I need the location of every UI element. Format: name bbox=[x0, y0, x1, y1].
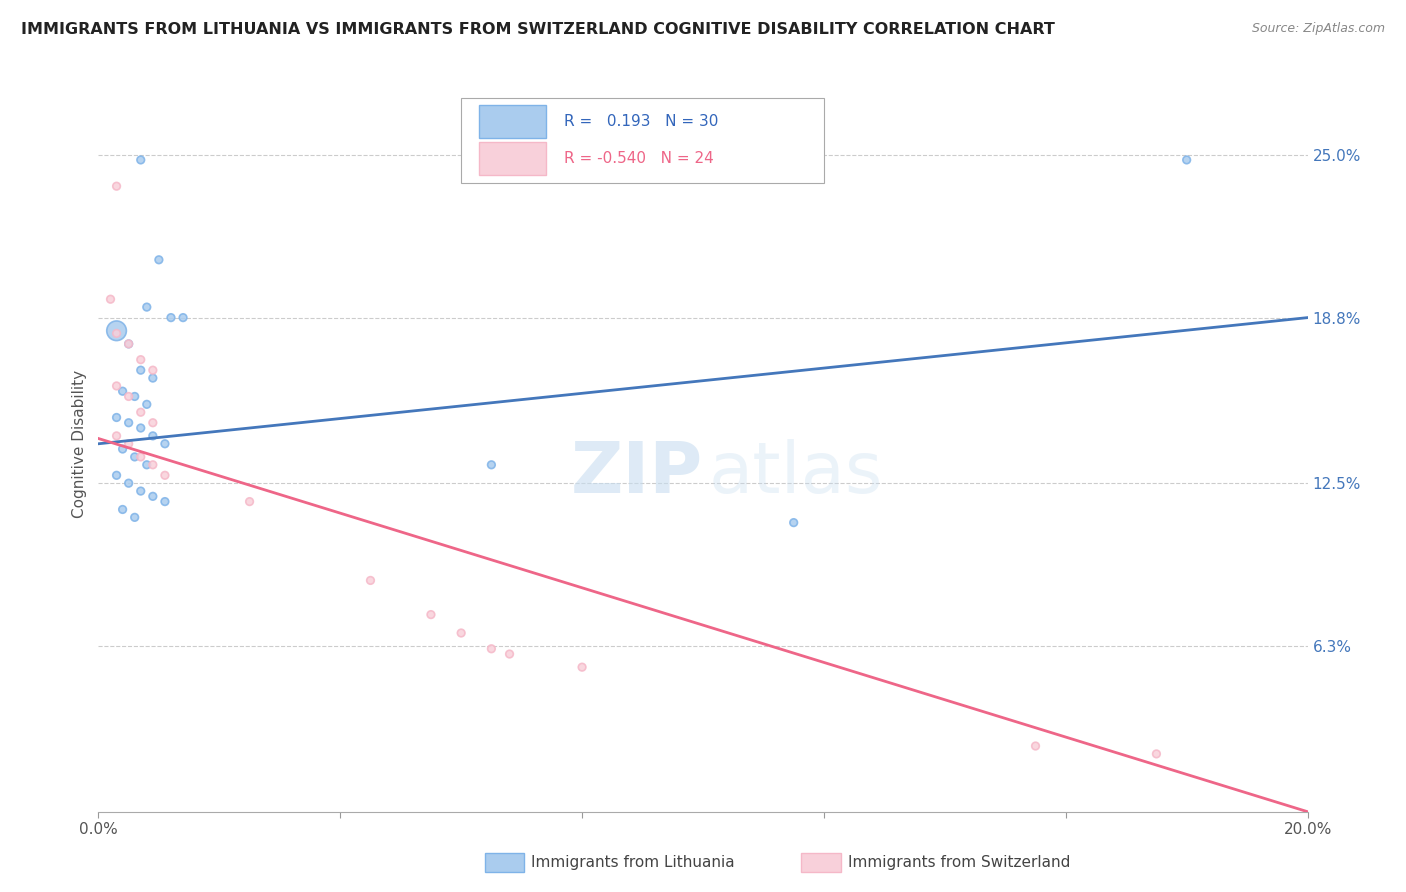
Point bbox=[783, 516, 806, 530]
Point bbox=[239, 494, 262, 508]
Point bbox=[105, 179, 128, 194]
FancyBboxPatch shape bbox=[479, 142, 546, 176]
Point bbox=[142, 416, 165, 430]
Text: Source: ZipAtlas.com: Source: ZipAtlas.com bbox=[1251, 22, 1385, 36]
Point bbox=[118, 436, 141, 450]
Point bbox=[571, 660, 593, 674]
Point bbox=[153, 436, 176, 450]
Point bbox=[105, 379, 128, 393]
Text: Immigrants from Lithuania: Immigrants from Lithuania bbox=[531, 855, 735, 870]
Point bbox=[1144, 747, 1167, 761]
Point bbox=[111, 442, 134, 456]
Point bbox=[142, 458, 165, 472]
Point bbox=[100, 292, 122, 306]
Point bbox=[105, 468, 128, 483]
Point bbox=[142, 371, 165, 385]
Point bbox=[1024, 739, 1046, 753]
Point bbox=[135, 300, 157, 314]
Text: atlas: atlas bbox=[709, 439, 883, 508]
Point bbox=[129, 405, 152, 419]
Point bbox=[135, 397, 157, 411]
Point bbox=[160, 310, 183, 325]
Point bbox=[148, 252, 170, 267]
Point bbox=[172, 310, 194, 325]
Point bbox=[142, 429, 165, 443]
Point bbox=[129, 450, 152, 464]
Point bbox=[498, 647, 520, 661]
Text: ZIP: ZIP bbox=[571, 439, 703, 508]
Text: IMMIGRANTS FROM LITHUANIA VS IMMIGRANTS FROM SWITZERLAND COGNITIVE DISABILITY CO: IMMIGRANTS FROM LITHUANIA VS IMMIGRANTS … bbox=[21, 22, 1054, 37]
Point bbox=[105, 324, 128, 338]
Point bbox=[105, 410, 128, 425]
Point bbox=[124, 510, 146, 524]
Point bbox=[118, 337, 141, 351]
Y-axis label: Cognitive Disability: Cognitive Disability bbox=[72, 369, 87, 518]
Point bbox=[129, 363, 152, 377]
Point bbox=[450, 626, 472, 640]
Point bbox=[118, 476, 141, 491]
Point bbox=[124, 389, 146, 403]
Point bbox=[118, 337, 141, 351]
Point bbox=[129, 421, 152, 435]
Point bbox=[142, 363, 165, 377]
Point bbox=[142, 489, 165, 503]
Point bbox=[118, 389, 141, 403]
Point bbox=[153, 494, 176, 508]
Point bbox=[111, 384, 134, 399]
Point bbox=[105, 326, 128, 341]
Point bbox=[124, 450, 146, 464]
Point bbox=[129, 484, 152, 499]
Point bbox=[481, 458, 503, 472]
Point bbox=[153, 468, 176, 483]
Text: R =   0.193   N = 30: R = 0.193 N = 30 bbox=[564, 114, 718, 129]
FancyBboxPatch shape bbox=[479, 105, 546, 138]
Point bbox=[360, 574, 382, 588]
Point bbox=[118, 416, 141, 430]
Point bbox=[105, 429, 128, 443]
Point bbox=[481, 641, 503, 656]
Text: Immigrants from Switzerland: Immigrants from Switzerland bbox=[848, 855, 1070, 870]
Point bbox=[111, 502, 134, 516]
Point bbox=[135, 458, 157, 472]
Point bbox=[129, 352, 152, 367]
Point bbox=[1175, 153, 1198, 167]
FancyBboxPatch shape bbox=[461, 98, 824, 183]
Point bbox=[420, 607, 443, 622]
Point bbox=[129, 153, 152, 167]
Text: R = -0.540   N = 24: R = -0.540 N = 24 bbox=[564, 152, 714, 166]
